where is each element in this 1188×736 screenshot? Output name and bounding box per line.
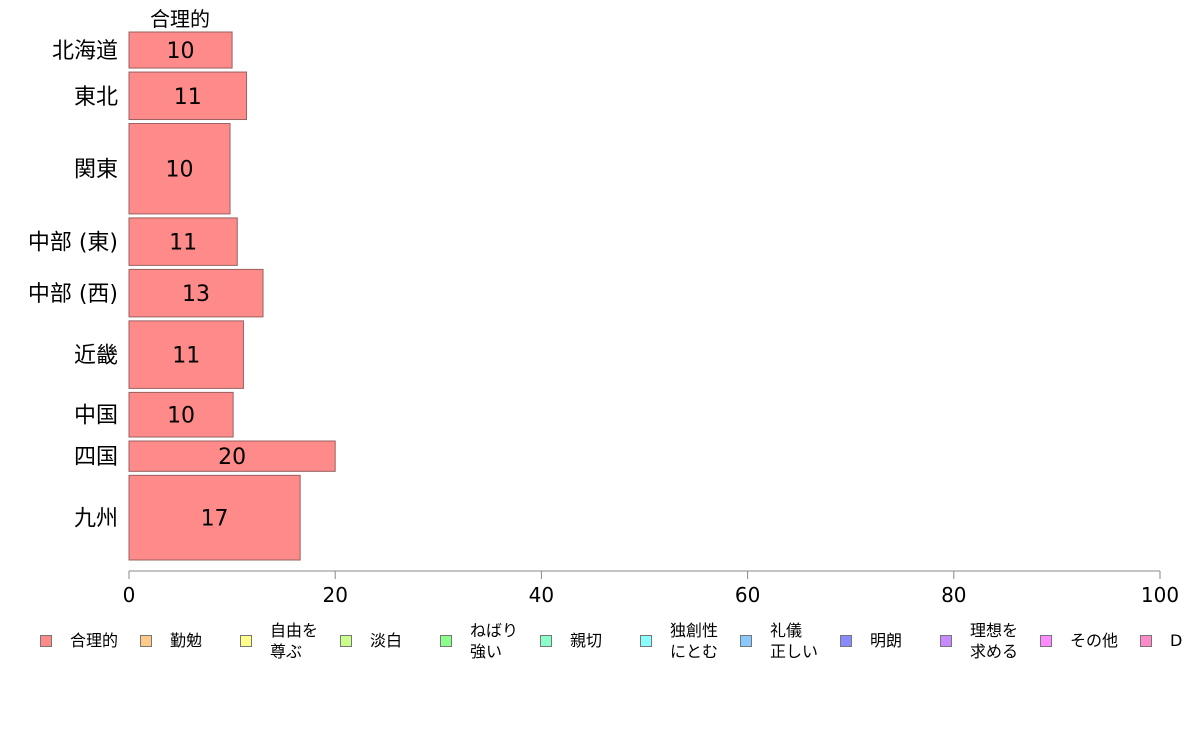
legend-label: 親切 bbox=[570, 631, 603, 650]
legend-label: 理想を 求める bbox=[970, 621, 1019, 661]
x-tick-label: 100 bbox=[1141, 583, 1179, 607]
legend-swatch bbox=[40, 634, 52, 647]
bar-7 bbox=[128, 440, 336, 472]
x-tick-label: 60 bbox=[735, 583, 760, 607]
category-label: 北海道 bbox=[52, 39, 118, 64]
bar-value-label: 13 bbox=[182, 282, 210, 307]
legend-label: 勤勉 bbox=[170, 631, 203, 650]
legend-label: 自由を 尊ぶ bbox=[270, 621, 319, 661]
legend-swatch bbox=[540, 634, 552, 647]
bar-5 bbox=[128, 320, 244, 389]
bar-value-label: 10 bbox=[167, 39, 195, 64]
bar-value-label: 10 bbox=[167, 404, 195, 429]
legend-swatch bbox=[1140, 634, 1152, 647]
legend-swatch bbox=[940, 635, 952, 647]
legend-item: 勤勉 bbox=[140, 630, 202, 651]
legend-item: 明朗 bbox=[840, 630, 902, 651]
x-tick-label: 0 bbox=[123, 583, 136, 607]
bar-0 bbox=[128, 31, 233, 69]
bars-layer: 10 北海道 11 東北 10 関東 11 中部 (東) 13 中部 (西) 11 近畿 10 中国 20 四… bbox=[28, 31, 336, 561]
bar-2 bbox=[128, 123, 231, 215]
category-label: 関東 bbox=[74, 158, 118, 183]
category-label: 東北 bbox=[74, 85, 118, 110]
category-label: 中国 bbox=[74, 404, 118, 429]
bar-8 bbox=[128, 474, 301, 561]
legend-swatch bbox=[640, 635, 652, 647]
legend-label: 淡白 bbox=[370, 631, 403, 650]
legend-item: 自由を 尊ぶ bbox=[240, 620, 318, 662]
legend-item: その他 bbox=[1040, 630, 1118, 651]
x-tick-label: 20 bbox=[322, 583, 347, 607]
bar-value-label: 20 bbox=[218, 445, 246, 470]
category-label: 近畿 bbox=[74, 344, 118, 369]
legend-label: 合理的 bbox=[70, 631, 119, 650]
bar-value-label: 10 bbox=[166, 158, 194, 183]
legend-label: ねばり 強い bbox=[470, 621, 519, 661]
legend-item: D bbox=[1140, 630, 1182, 651]
legend-swatch bbox=[840, 634, 852, 647]
bar-value-label: 11 bbox=[174, 85, 202, 110]
legend-swatch bbox=[1040, 634, 1052, 647]
bar-3 bbox=[128, 217, 238, 266]
legend-item: 合理的 bbox=[40, 630, 118, 651]
legend-item: 礼儀 正しい bbox=[740, 620, 818, 662]
legend-item: 淡白 bbox=[340, 630, 402, 651]
legend-item: 独創性 にとむ bbox=[640, 620, 718, 662]
legend-item: 親切 bbox=[540, 630, 602, 651]
legend: 合理的 勤勉 自由を 尊ぶ 淡白 ねばり 強い 親切 独創性 にとむ 礼儀 正しい 明朗 理想を … bbox=[0, 620, 1188, 670]
legend-swatch bbox=[240, 635, 252, 647]
legend-swatch bbox=[740, 635, 752, 647]
legend-label: D bbox=[1170, 631, 1183, 650]
category-label: 九州 bbox=[74, 507, 118, 532]
legend-swatch bbox=[340, 634, 352, 647]
bar-4 bbox=[128, 268, 264, 318]
bar-value-label: 11 bbox=[172, 344, 200, 369]
legend-label: その他 bbox=[1070, 631, 1119, 650]
legend-swatch bbox=[440, 635, 452, 647]
category-label: 中部 (東) bbox=[28, 231, 118, 256]
legend-label: 明朗 bbox=[870, 631, 903, 650]
category-label: 四国 bbox=[74, 445, 118, 470]
bar-6 bbox=[128, 391, 234, 438]
bar-value-label: 17 bbox=[201, 507, 229, 532]
x-tick-label: 80 bbox=[941, 583, 966, 607]
x-tick-label: 40 bbox=[529, 583, 554, 607]
category-label: 中部 (西) bbox=[28, 282, 118, 307]
x-axis: 0 20 40 60 80 100 bbox=[123, 570, 1179, 607]
legend-item: 理想を 求める bbox=[940, 620, 1018, 662]
bar-1 bbox=[128, 71, 248, 121]
legend-swatch bbox=[140, 634, 152, 647]
legend-item: ねばり 強い bbox=[440, 620, 518, 662]
bar-value-label: 11 bbox=[169, 231, 197, 256]
legend-label: 独創性 にとむ bbox=[670, 621, 719, 661]
chart-title: 合理的 bbox=[150, 7, 210, 31]
legend-label: 礼儀 正しい bbox=[770, 621, 819, 661]
bar-chart: 合理的 10 北海道 11 東北 10 関東 11 中部 (東) 13 中部 (西) 11 近畿 10 中… bbox=[28, 7, 1179, 607]
